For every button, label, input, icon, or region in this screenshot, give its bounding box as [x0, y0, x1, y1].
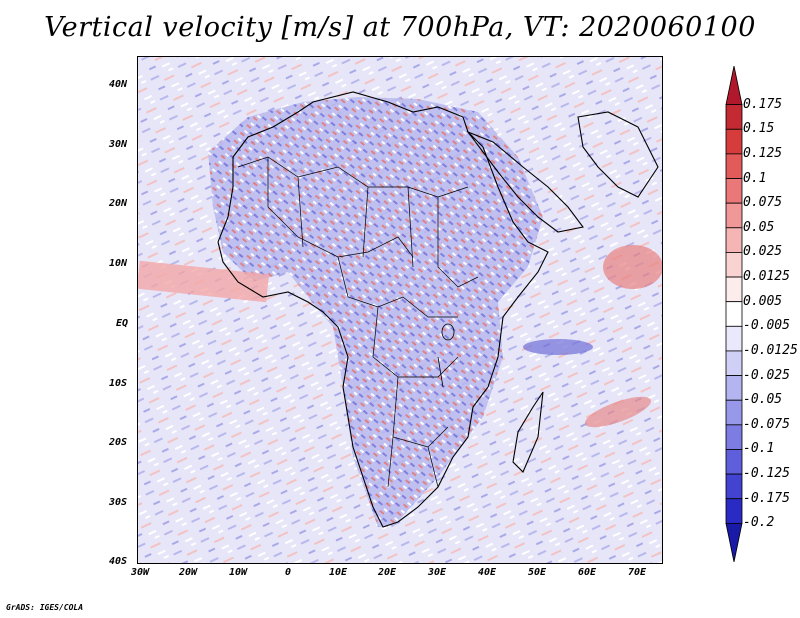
lake — [441, 323, 455, 341]
colorbar-label: 0.1 — [743, 170, 767, 186]
colorbar-swatch — [725, 498, 743, 524]
colorbar-swatch — [725, 301, 743, 327]
colorbar-label: 0.05 — [743, 219, 775, 235]
lat-label: 20N — [109, 198, 128, 209]
lon-label: 70E — [627, 567, 647, 578]
lat-label: EQ — [116, 318, 129, 329]
itcz-band — [138, 260, 270, 303]
coastline — [217, 91, 549, 528]
colorbar-label: -0.2 — [743, 515, 775, 531]
lat-label: 10S — [109, 378, 128, 389]
coastline — [466, 130, 584, 233]
lon-label: 30W — [130, 567, 150, 578]
lon-label: 30E — [427, 567, 447, 578]
lat-label: 30S — [109, 497, 128, 508]
lon-label: 0 — [284, 567, 292, 578]
colorbar-label: 0.025 — [743, 244, 783, 260]
lon-label: 40E — [477, 567, 497, 578]
coastline — [577, 111, 659, 198]
colorbar-swatch — [725, 104, 743, 130]
lat-label: 10N — [109, 258, 128, 269]
lon-label: 10E — [328, 567, 348, 578]
colorbar-label: -0.1 — [743, 441, 775, 457]
country-borders — [237, 156, 479, 488]
colorbar-label: -0.025 — [743, 367, 790, 383]
lon-label: 50E — [527, 567, 547, 578]
lon-label: 60E — [577, 567, 597, 578]
colorbar-label: 0.125 — [743, 145, 783, 161]
colorbar-swatch — [725, 399, 743, 426]
credit-text: GrADS: IGES/COLA — [6, 603, 84, 612]
lat-label: 40N — [109, 79, 128, 90]
colorbar-swatch — [725, 350, 743, 376]
lat-label: 40S — [109, 556, 128, 567]
colorbar — [725, 66, 743, 562]
colorbar-label: 0.15 — [743, 121, 775, 137]
colorbar-label: -0.0125 — [743, 342, 798, 358]
colorbar-label: -0.175 — [743, 490, 790, 506]
madagascar — [512, 391, 544, 473]
colorbar-label: -0.075 — [743, 416, 790, 432]
colorbar-swatch — [725, 325, 743, 352]
map-panel — [137, 56, 663, 564]
vertical-velocity-field — [138, 57, 662, 563]
colorbar-swatch — [725, 153, 743, 179]
land-activity — [208, 97, 543, 527]
ocean-feature — [603, 245, 662, 289]
colorbar-label: -0.125 — [743, 466, 790, 482]
colorbar-label: 0.0125 — [743, 269, 790, 285]
colorbar-label: 0.005 — [743, 293, 783, 309]
colorbar-swatch — [725, 276, 743, 303]
colorbar-label: 0.075 — [743, 195, 783, 211]
colorbar-swatch — [725, 128, 743, 155]
colorbar-swatch — [725, 473, 743, 500]
colorbar-swatch — [725, 252, 743, 278]
colorbar-swatch — [725, 375, 743, 401]
lat-label: 30N — [109, 139, 128, 150]
ocean-feature — [523, 339, 593, 355]
lake — [437, 356, 444, 388]
ocean-feature — [584, 396, 652, 428]
colorbar-swatch — [725, 424, 743, 450]
colorbar-label: 0.175 — [743, 96, 783, 112]
colorbar-swatch — [725, 227, 743, 253]
chart-title: Vertical velocity [m/s] at 700hPa, VT: 2… — [44, 12, 756, 43]
colorbar-swatch — [725, 202, 743, 229]
colorbar-swatch — [725, 449, 743, 475]
lon-label: 20E — [377, 567, 397, 578]
lon-label: 20W — [178, 567, 198, 578]
lat-label: 20S — [109, 437, 128, 448]
colorbar-label: -0.05 — [743, 392, 783, 408]
colorbar-swatch — [725, 522, 743, 562]
colorbar-swatch — [725, 178, 743, 204]
lon-label: 10W — [228, 567, 248, 578]
colorbar-label: -0.005 — [743, 318, 790, 334]
colorbar-swatch — [725, 66, 743, 106]
